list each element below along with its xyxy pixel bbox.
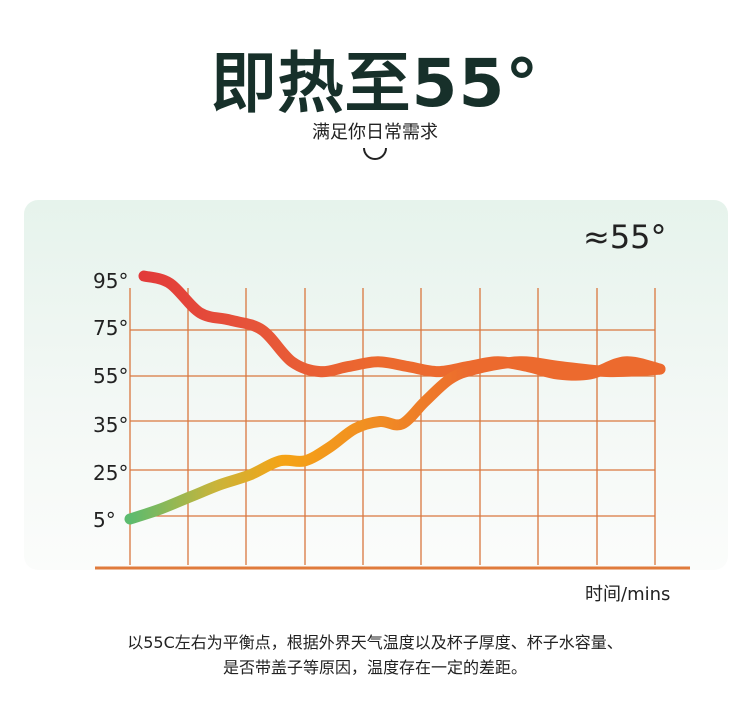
- y-axis-ticks: 95° 75° 55° 35° 25° 5°: [93, 269, 128, 532]
- series-line-cold: [124, 356, 666, 525]
- y-tick-label: 55°: [93, 364, 128, 388]
- y-tick-label: 95°: [93, 269, 128, 293]
- chart-panel: [24, 200, 728, 570]
- chart-grid: [129, 288, 656, 565]
- footer-note: 以55C左右为平衡点，根据外界天气温度以及杯子厚度、杯子水容量、 是否带盖子等原…: [0, 630, 750, 680]
- y-tick-label: 35°: [93, 413, 128, 437]
- y-tick-label: 5°: [93, 508, 116, 532]
- x-axis-label: 时间/mins: [585, 584, 671, 605]
- series-line-hot: [138, 270, 666, 381]
- y-tick-label: 25°: [93, 461, 128, 485]
- page-subtitle: 满足你日常需求: [312, 122, 438, 143]
- footer-note-line: 以55C左右为平衡点，根据外界天气温度以及杯子厚度、杯子水容量、: [127, 633, 623, 652]
- page-title: 即热至55°: [210, 45, 540, 122]
- equilibrium-annotation: ≈55°: [583, 218, 667, 256]
- y-tick-label: 75°: [93, 316, 128, 340]
- footer-note-line: 是否带盖子等原因，温度存在一定的差距。: [222, 658, 527, 677]
